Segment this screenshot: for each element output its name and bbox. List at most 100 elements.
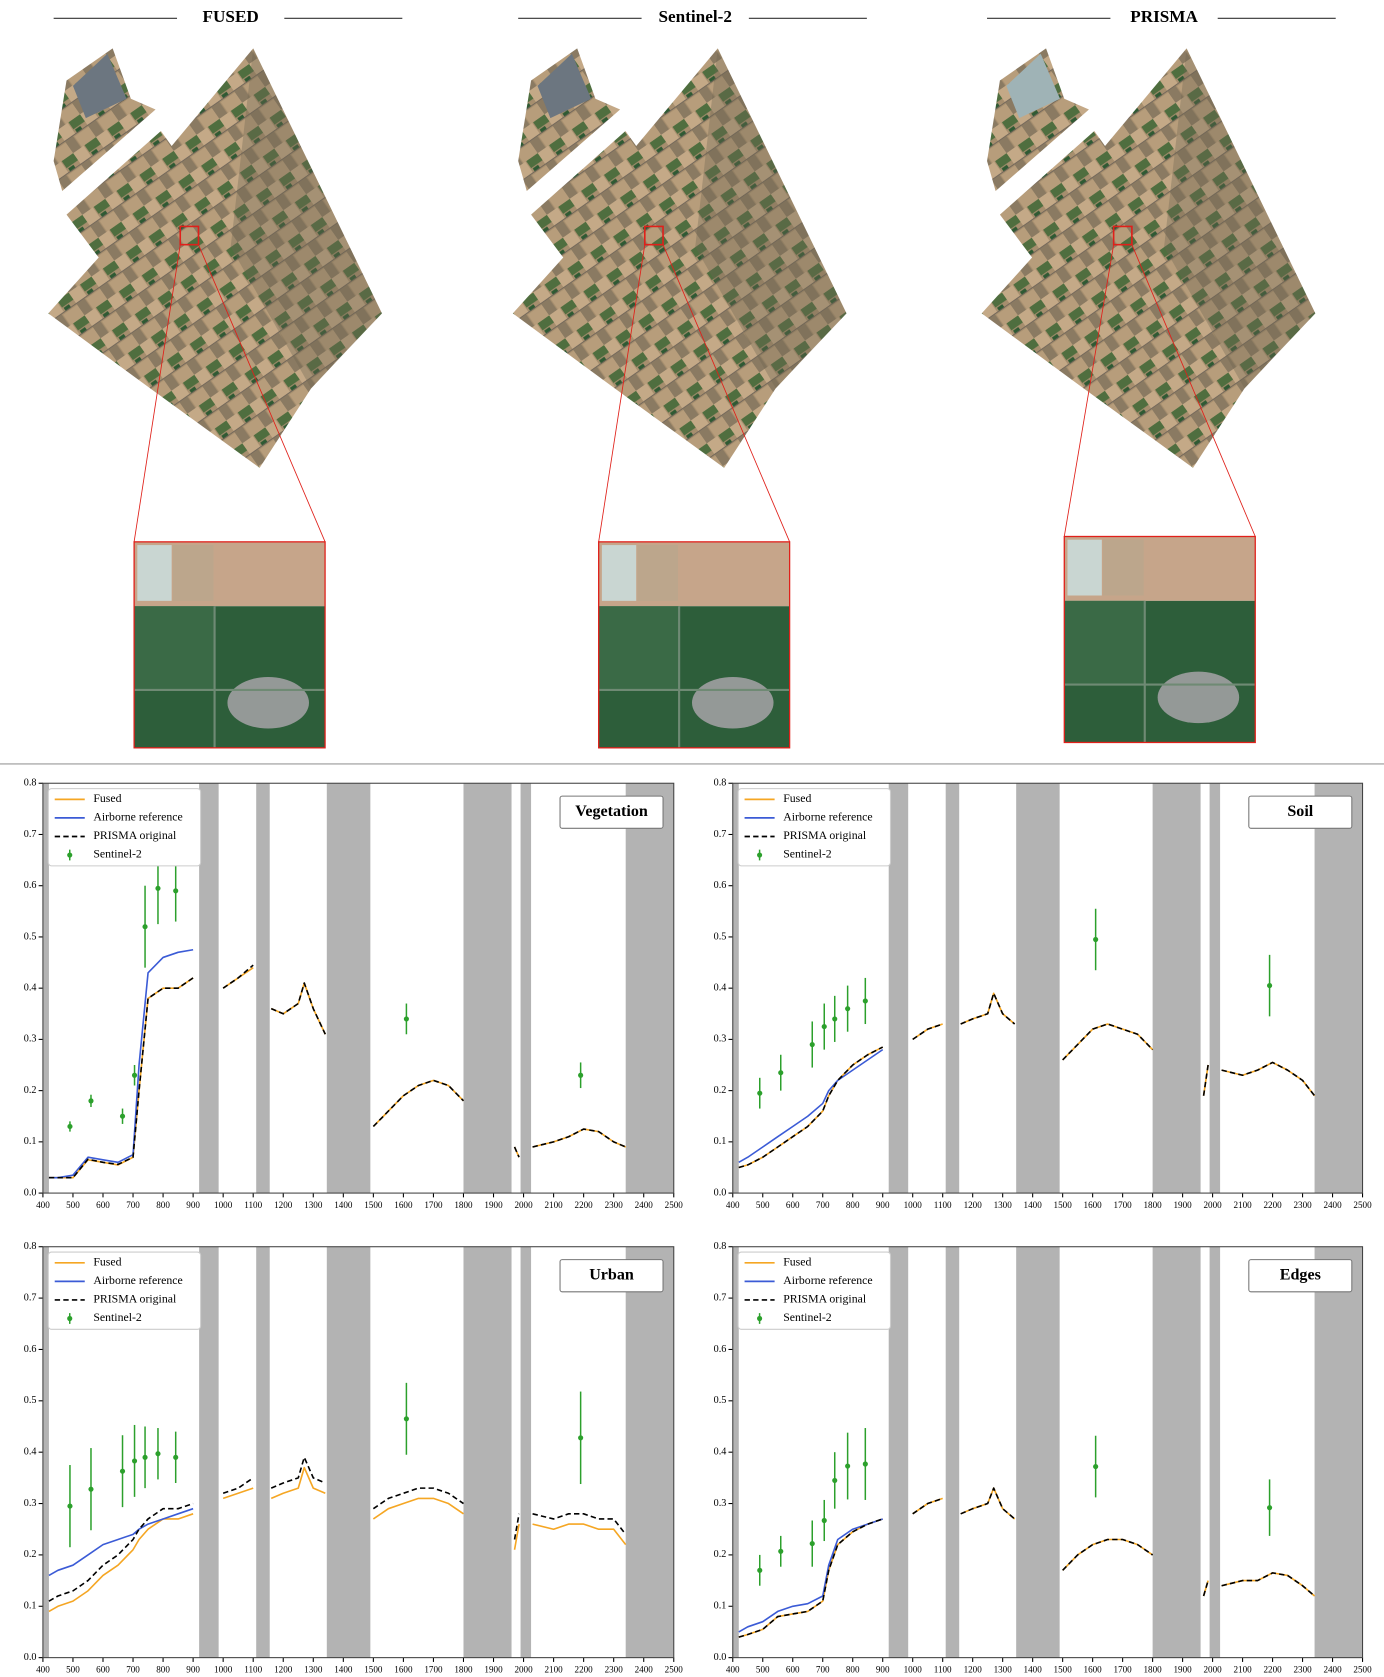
x-tick-label: 700 [126,1665,140,1675]
x-tick-label: 1400 [334,1200,353,1210]
x-tick-label: 1600 [394,1665,413,1675]
x-tick-label: 2100 [544,1200,563,1210]
chart-title: Edges [1280,1266,1321,1283]
point [832,1016,837,1021]
x-tick-label: 1900 [1173,1200,1192,1210]
legend-swatch [757,852,762,857]
x-tick-label: 1800 [454,1200,473,1210]
x-tick-label: 1200 [964,1200,983,1210]
legend-label: Sentinel-2 [93,1310,142,1324]
masked-band [463,783,511,1193]
y-tick-label: 0.1 [24,1601,37,1612]
legend-swatch [67,852,72,857]
inset-veg2 [134,606,214,690]
point [778,1549,783,1554]
y-tick-label: 0.4 [24,983,37,994]
masked-band [463,1247,511,1658]
point [120,1469,125,1474]
inset-soil2 [1103,540,1144,596]
y-tick-label: 0.6 [24,880,37,891]
legend-swatch [67,1316,72,1321]
satellite-map [48,48,382,467]
masked-band [256,1247,270,1658]
y-tick-label: 0.4 [24,1447,37,1458]
x-tick-label: 1300 [994,1665,1013,1675]
x-tick-label: 1600 [1084,1665,1103,1675]
point [67,1124,72,1129]
x-tick-label: 2100 [1233,1665,1252,1675]
x-tick-label: 2000 [514,1200,533,1210]
x-tick-label: 2500 [1353,1200,1372,1210]
x-tick-label: 1700 [1114,1200,1133,1210]
masked-band [889,783,908,1193]
point [757,1091,762,1096]
legend-label: Airborne reference [93,810,182,824]
x-tick-label: 2300 [605,1200,624,1210]
point [1267,1505,1272,1510]
y-tick-label: 0.5 [24,931,37,942]
y-tick-label: 0.4 [714,1447,727,1458]
x-tick-label: 2100 [544,1665,563,1675]
masked-band [327,1247,371,1658]
x-tick-label: 1300 [994,1200,1013,1210]
x-tick-label: 1300 [304,1200,323,1210]
y-tick-label: 0.8 [714,778,727,789]
masked-band [199,783,219,1193]
legend-label: Fused [783,791,811,805]
inset-bright [602,545,636,601]
zoom-inset [599,542,790,748]
point [404,1416,409,1421]
x-tick-label: 1500 [364,1665,383,1675]
legend-label: Fused [783,1255,811,1269]
x-tick-label: 2300 [605,1665,624,1675]
page: FUSEDSentinel-2PRISMA 0.00.10.20.30.40.5… [0,0,1384,1677]
satellite-map [513,48,847,467]
y-tick-label: 0.7 [714,1292,727,1303]
point [810,1042,815,1047]
y-tick-label: 0.5 [714,931,727,942]
zoom-inset [1064,536,1255,742]
y-tick-label: 0.4 [714,983,727,994]
point [832,1478,837,1483]
masked-band [1210,783,1220,1193]
legend-label: Airborne reference [93,1273,182,1287]
y-tick-label: 0.2 [714,1549,727,1560]
y-tick-label: 0.8 [24,1241,37,1252]
x-tick-label: 900 [876,1200,890,1210]
point [88,1487,93,1492]
inset-soil2 [637,545,678,601]
point [1093,1464,1098,1469]
x-tick-label: 600 [96,1665,110,1675]
x-tick-label: 800 [156,1200,170,1210]
x-tick-label: 2300 [1293,1665,1312,1675]
legend-label: Fused [93,1255,121,1269]
x-tick-label: 2000 [1203,1665,1222,1675]
inset-bright [1068,540,1102,596]
y-tick-label: 0.1 [24,1136,37,1147]
masked-band [946,783,959,1193]
x-tick-label: 1600 [394,1200,413,1210]
masked-band [521,783,532,1193]
x-tick-label: 1700 [424,1200,443,1210]
x-tick-label: 500 [66,1200,80,1210]
masked-band [1210,1247,1220,1658]
x-tick-label: 1000 [214,1200,233,1210]
inset-blob [227,677,309,728]
x-tick-label: 400 [36,1665,50,1675]
inset-blob [692,677,774,728]
x-tick-label: 1100 [244,1665,262,1675]
point [132,1073,137,1078]
x-tick-label: 1400 [1024,1200,1043,1210]
x-tick-label: 2000 [514,1665,533,1675]
inset-soil2 [173,545,214,601]
x-tick-label: 2400 [1323,1665,1342,1675]
point [173,1455,178,1460]
x-tick-label: 1500 [1054,1200,1073,1210]
point [1093,937,1098,942]
masked-band [1153,1247,1201,1658]
x-tick-label: 1900 [484,1665,503,1675]
legend-label: Airborne reference [783,1273,872,1287]
x-tick-label: 2400 [635,1200,654,1210]
x-tick-label: 800 [156,1665,170,1675]
